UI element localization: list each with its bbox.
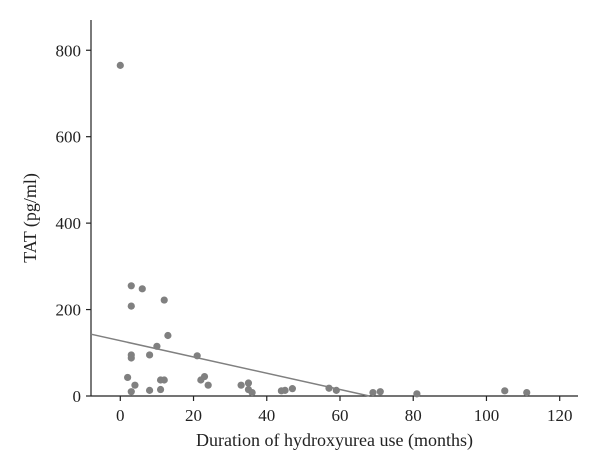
data-point — [325, 384, 333, 392]
data-point — [369, 388, 377, 397]
y-axis-ticks: 0 200 400 600 800 — [56, 41, 91, 406]
data-point — [153, 342, 161, 350]
y-tick-label: 800 — [56, 41, 82, 60]
data-point — [332, 386, 340, 394]
data-point — [160, 296, 168, 304]
y-tick-label: 0 — [73, 387, 82, 406]
data-point — [200, 372, 209, 381]
x-tick-label: 40 — [258, 406, 275, 425]
x-tick-label: 20 — [185, 406, 202, 425]
data-point — [124, 373, 132, 382]
data-point — [501, 387, 509, 395]
data-point — [248, 388, 256, 397]
data-point — [237, 381, 245, 389]
data-point — [145, 351, 154, 359]
data-point — [127, 388, 135, 396]
y-tick-label: 600 — [56, 128, 82, 147]
y-axis-label: TAT (pg/ml) — [20, 173, 41, 263]
data-point — [127, 354, 135, 362]
x-axis-label: Duration of hydroxyurea use (months) — [196, 430, 473, 451]
x-tick-label: 100 — [474, 406, 500, 425]
data-point — [160, 376, 168, 384]
data-point — [413, 390, 421, 398]
x-tick-label: 80 — [405, 406, 422, 425]
data-points — [116, 61, 531, 398]
x-axis-ticks: 0 20 40 60 80 100 120 — [116, 396, 572, 425]
data-point — [204, 381, 212, 389]
data-point — [244, 379, 253, 387]
data-point — [164, 331, 172, 340]
axes — [90, 20, 578, 397]
data-point — [145, 386, 154, 394]
data-point — [127, 302, 135, 310]
y-tick-label: 400 — [56, 214, 82, 233]
data-point — [288, 385, 296, 393]
data-point — [156, 385, 165, 394]
data-point — [376, 388, 384, 396]
data-point — [116, 61, 124, 69]
y-tick-label: 200 — [56, 301, 82, 320]
data-point — [127, 282, 135, 290]
trend-line — [90, 333, 370, 397]
x-tick-label: 60 — [331, 406, 348, 425]
x-tick-label: 120 — [547, 406, 573, 425]
data-point — [131, 381, 139, 389]
trend-line-group — [90, 333, 370, 397]
x-tick-label: 0 — [116, 406, 125, 425]
data-point — [523, 388, 531, 397]
data-point — [281, 386, 289, 394]
data-point — [193, 352, 201, 360]
data-point — [138, 285, 146, 293]
